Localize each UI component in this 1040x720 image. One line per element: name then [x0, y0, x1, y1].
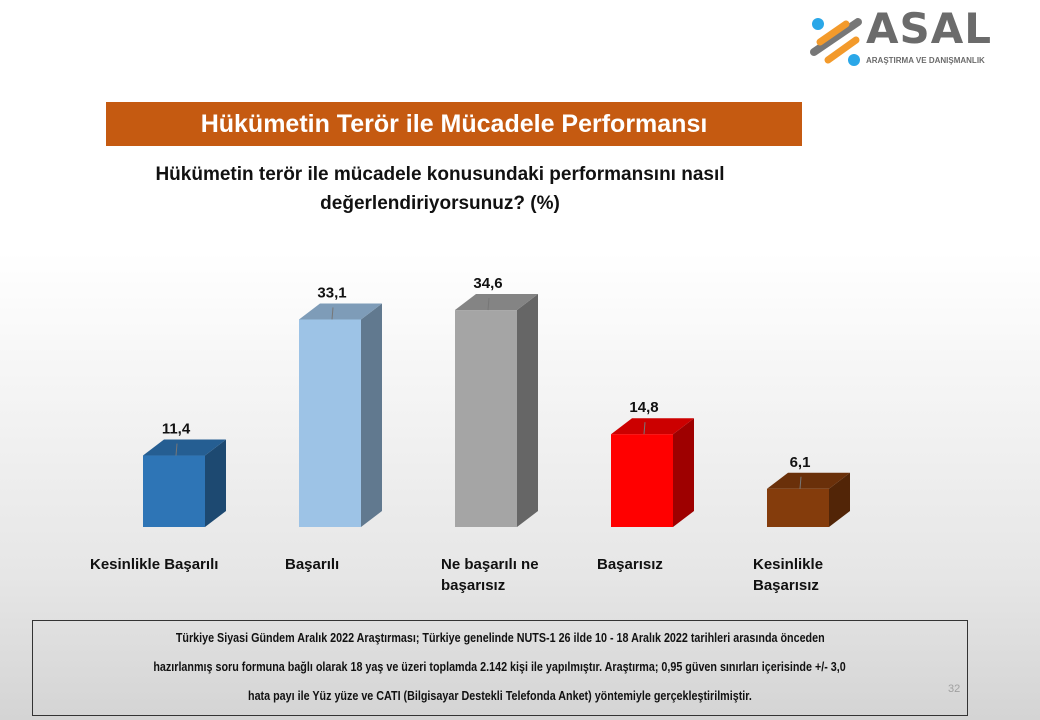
bar-top — [143, 439, 226, 456]
category-label: Kesinlikle Başarısız — [753, 556, 824, 594]
bar — [767, 488, 829, 527]
bar-top — [611, 418, 694, 435]
data-label: 11,4 — [162, 421, 191, 438]
footer-line: hata payı ile Yüz yüze ve CATI (Bilgisay… — [248, 689, 752, 703]
data-label: 6,1 — [790, 454, 811, 471]
bar-side — [517, 294, 538, 527]
bar — [611, 434, 673, 527]
page-number: 32 — [948, 683, 961, 695]
data-label-leader — [643, 422, 646, 435]
bar-side — [829, 472, 850, 527]
data-label: 33,1 — [317, 284, 346, 301]
bar-top — [455, 294, 538, 311]
data-label: 34,6 — [473, 275, 502, 292]
bar-side — [205, 439, 226, 527]
data-label-leader — [799, 476, 802, 489]
page-title: Hükümetin Terör ile Mücadele Performansı — [106, 102, 802, 146]
bar-side — [361, 303, 382, 527]
footer-line: hazırlanmış soru formuna bağlı olarak 18… — [153, 660, 847, 674]
chart-title: Hükümetin terör ile mücadele konusundaki… — [155, 164, 725, 214]
bar-side — [673, 418, 694, 527]
logo-mark-icon — [810, 18, 862, 66]
category-label: Başarılı — [285, 556, 340, 573]
data-label-leader — [175, 443, 178, 456]
bar — [143, 455, 205, 527]
data-label: 14,8 — [629, 399, 658, 416]
footer-line: Türkiye Siyasi Gündem Aralık 2022 Araştı… — [175, 631, 825, 645]
bar-top — [767, 472, 850, 489]
logo-tagline: ARAŞTIRMA VE DANIŞMANLIK — [866, 56, 985, 65]
bar — [299, 319, 361, 527]
category-label: Ne başarılı ne başarısız — [441, 556, 539, 594]
methodology-note: Türkiye Siyasi Gündem Aralık 2022 Araştı… — [32, 620, 968, 716]
bar — [455, 310, 517, 527]
category-label: Kesinlikle Başarılı — [90, 556, 219, 573]
bar-top — [299, 303, 382, 320]
category-label: Başarısız — [597, 556, 663, 573]
logo-name: ASAL — [866, 4, 993, 53]
data-label-leader — [487, 298, 490, 311]
asal-logo: ASAL ARAŞTIRMA VE DANIŞMANLIK — [806, 8, 996, 68]
data-label-leader — [331, 307, 334, 320]
